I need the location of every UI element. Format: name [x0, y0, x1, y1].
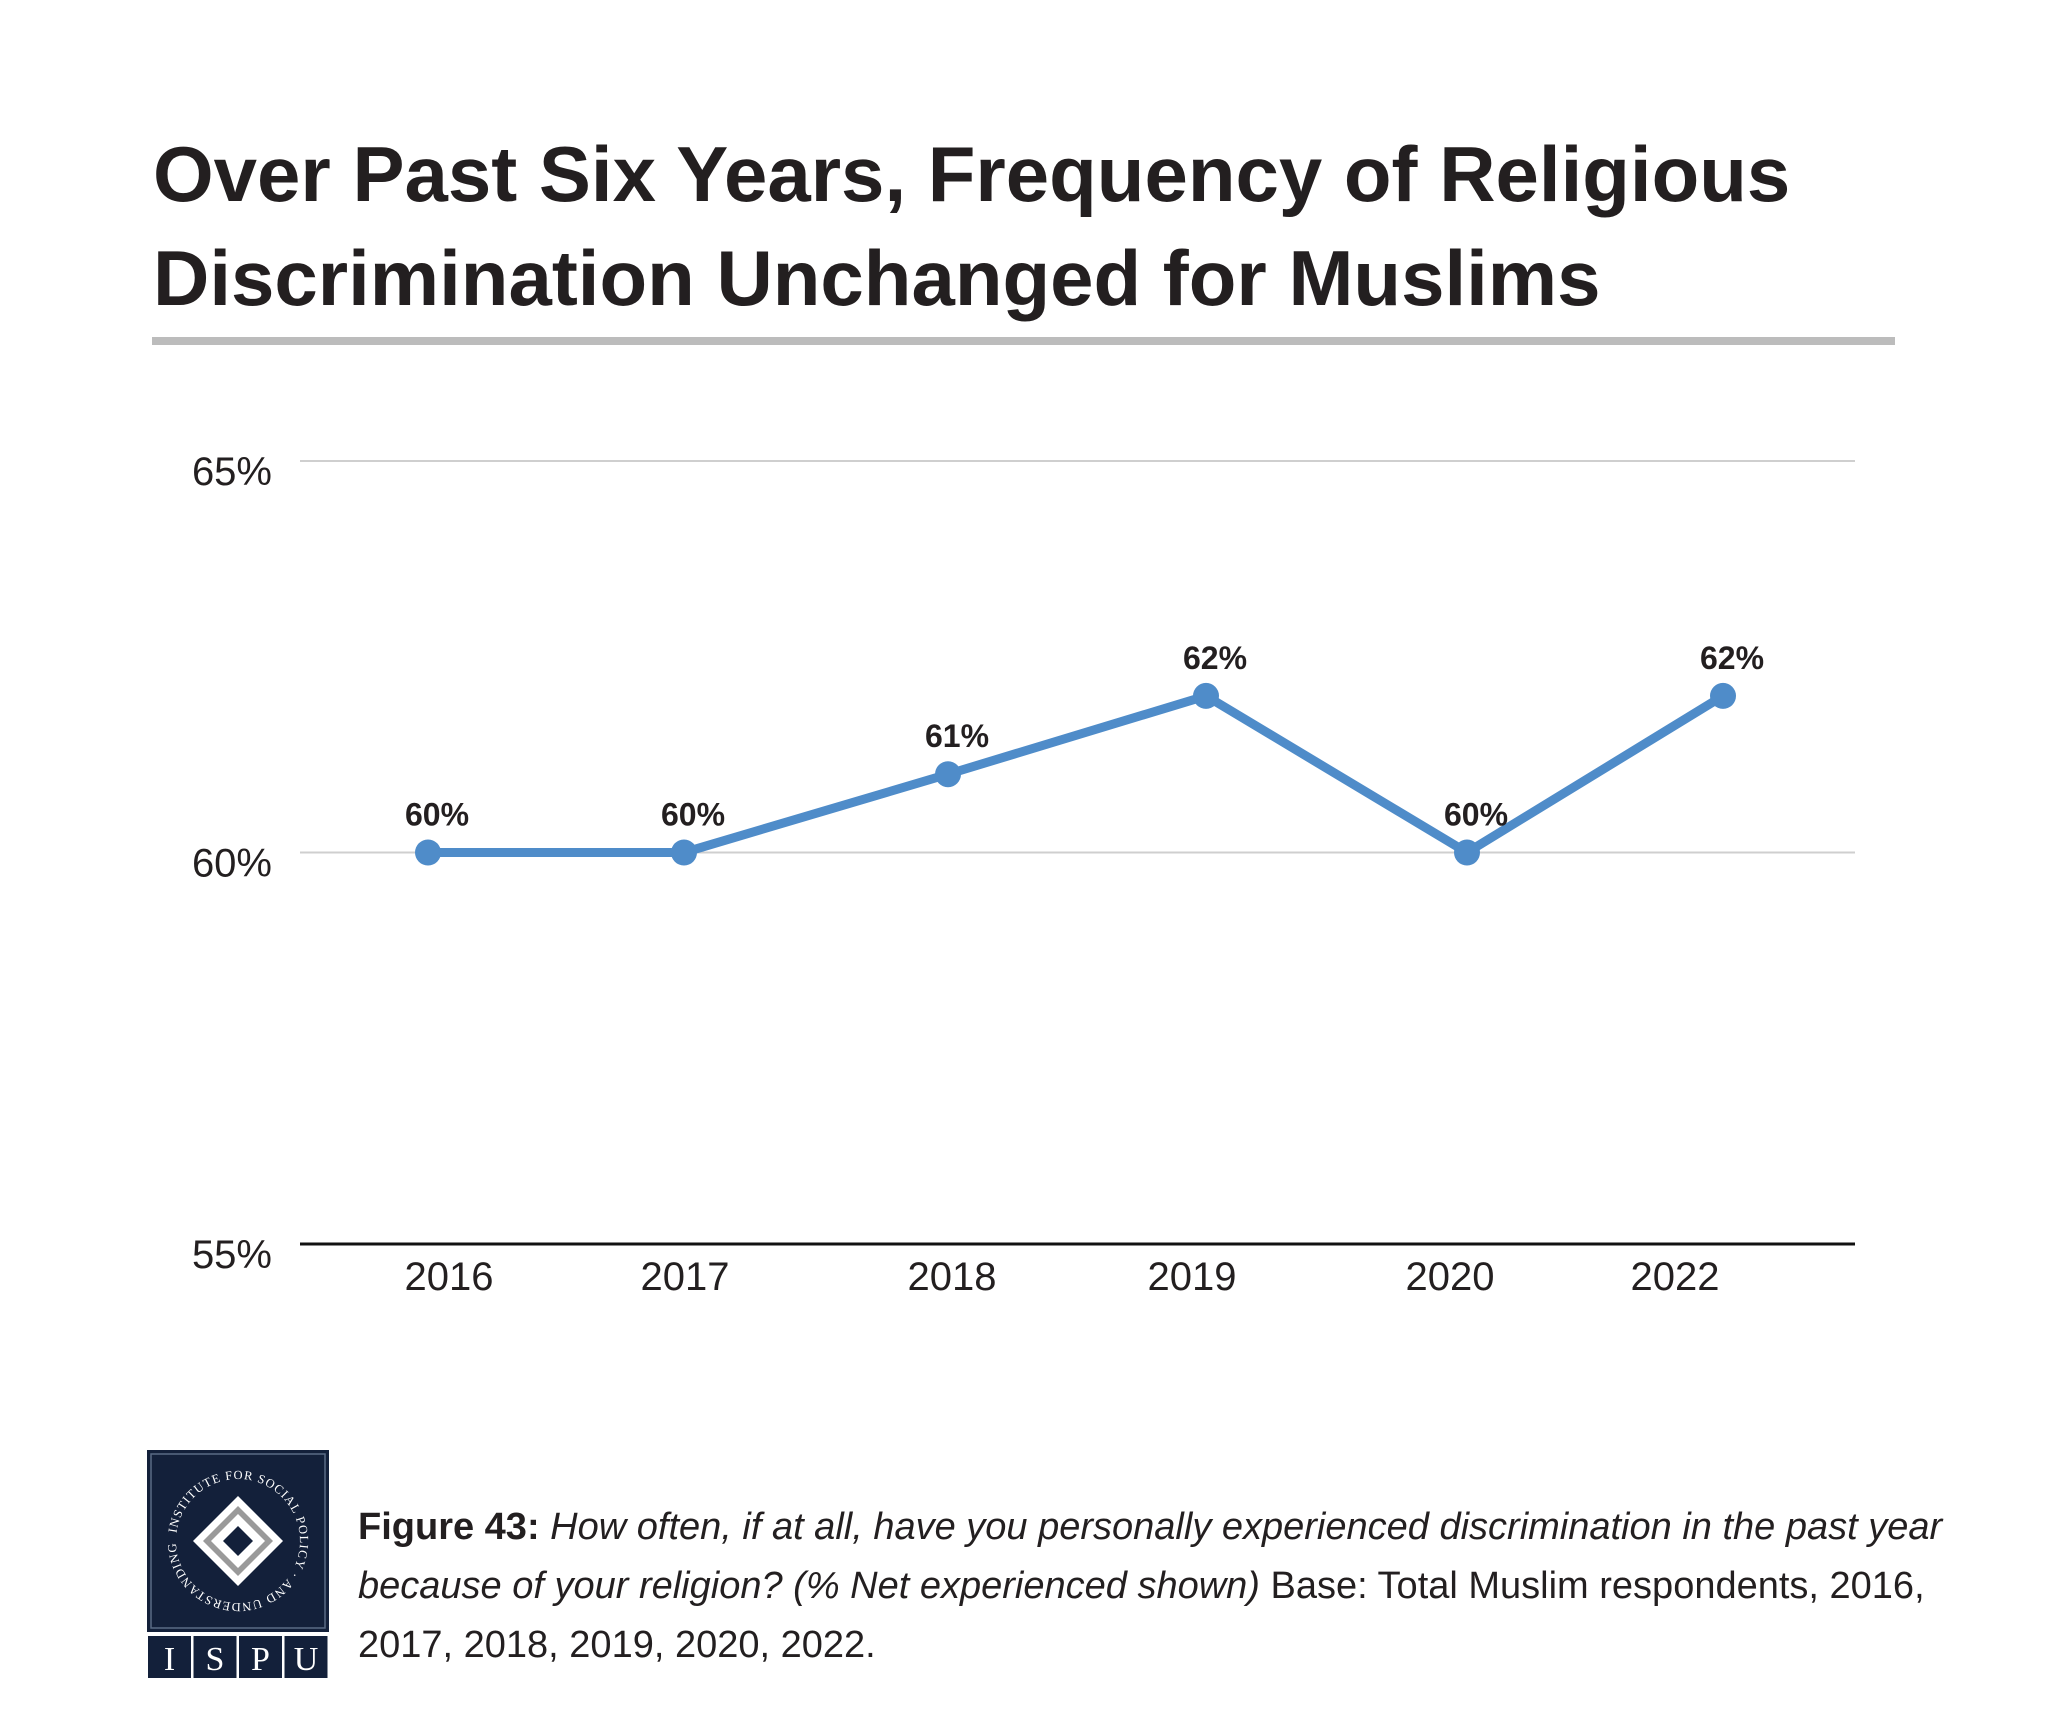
data-point [1193, 682, 1219, 709]
line-chart: 55% 60% 65% 60% 2016 60% 2017 61% 2018 62% 2019 60%… [192, 450, 1855, 1299]
y-tick-label: 65% [192, 450, 272, 494]
series-line [428, 691, 1726, 857]
figure-question: How often, if at all, have you personall… [358, 1506, 1943, 1607]
logo-letter: U [294, 1641, 319, 1678]
figure-base: Base: Total Muslim respondents, 2016, 20… [358, 1565, 1925, 1666]
data-label: 60% [1444, 797, 1508, 833]
data-label: 60% [405, 797, 469, 833]
ispu-logo: INSTITUTE FOR SOCIAL POLICY · AND UNDERS… [147, 1450, 329, 1678]
data-point [1710, 682, 1736, 709]
data-label: 62% [1183, 640, 1247, 676]
y-tick-label: 60% [192, 842, 272, 886]
logo-letter-box [148, 1636, 191, 1678]
figure-label: Figure 43: [358, 1506, 540, 1548]
x-tick-label: 2016 [405, 1255, 494, 1299]
data-label: 60% [661, 797, 725, 833]
x-tick-label: 2019 [1148, 1255, 1237, 1299]
y-tick-label: 55% [192, 1233, 272, 1277]
data-label: 61% [925, 718, 989, 754]
x-tick-label: 2018 [908, 1255, 997, 1299]
logo-letter-box [284, 1636, 328, 1678]
data-point [935, 761, 961, 788]
x-tick-label: 2017 [641, 1255, 730, 1299]
figure-caption: Figure 43: How often, if at all, have yo… [358, 1498, 1958, 1675]
data-point [415, 839, 441, 866]
x-tick-label: 2020 [1406, 1255, 1495, 1299]
title-divider [152, 337, 1895, 345]
chart-title: Over Past Six Years, Frequency of Religi… [153, 130, 1791, 322]
data-label: 62% [1700, 640, 1764, 676]
logo-letter-box [193, 1636, 237, 1678]
logo-letter: I [164, 1641, 175, 1678]
logo-letter: S [206, 1641, 225, 1678]
data-point [1454, 839, 1480, 866]
logo-letter: P [251, 1641, 270, 1678]
data-point [671, 839, 697, 866]
x-tick-label: 2022 [1631, 1255, 1720, 1299]
logo-letter-box [239, 1636, 282, 1678]
